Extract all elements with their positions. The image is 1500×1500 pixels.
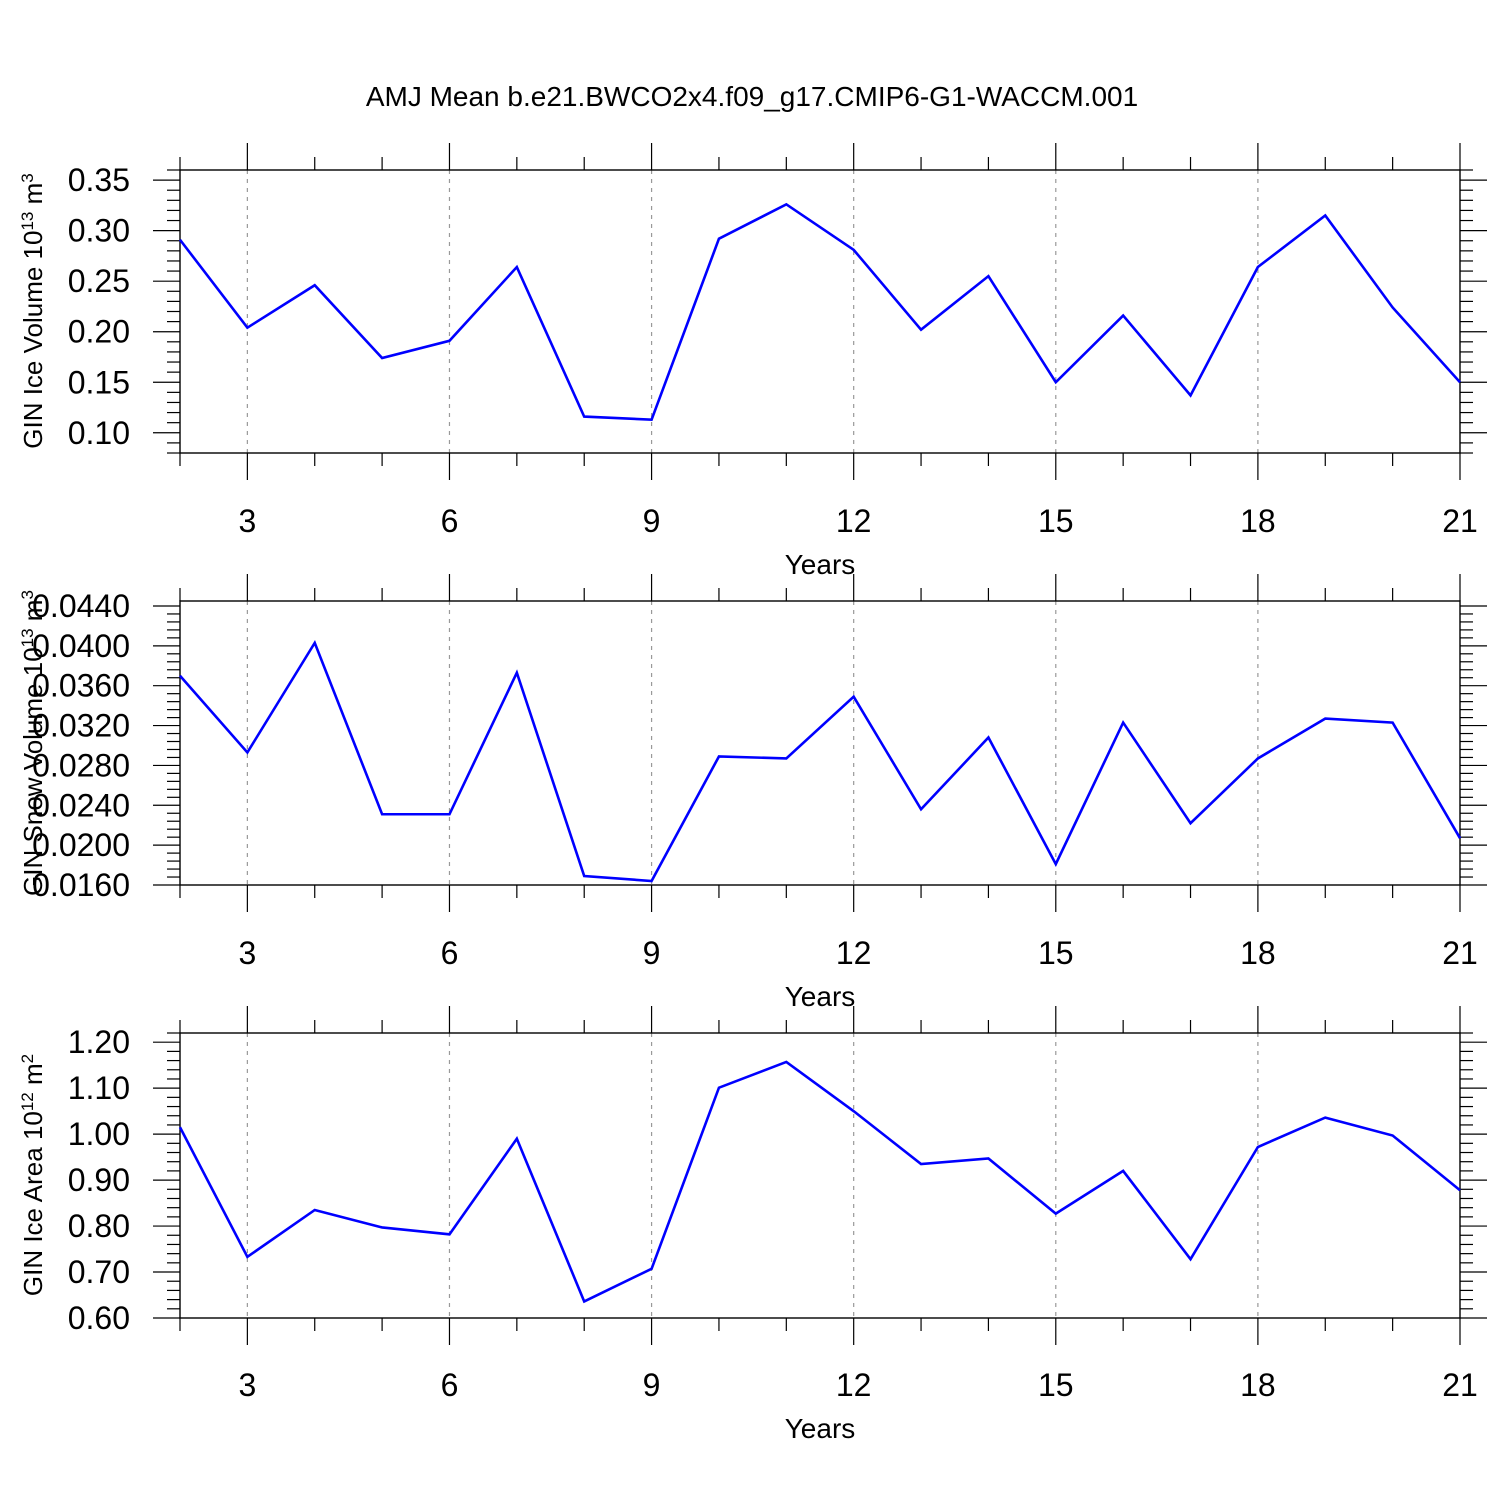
x-tick-label: 12 xyxy=(836,1367,872,1403)
y-axis-title: GIN Ice Area 1012 m2 xyxy=(18,1054,49,1296)
x-tick-label: 18 xyxy=(1240,935,1276,971)
y-tick-label: 1.20 xyxy=(68,1024,130,1060)
x-tick-label: 3 xyxy=(238,503,256,539)
y-tick-label: 0.0160 xyxy=(32,867,130,903)
plot-frame xyxy=(179,1032,1461,1319)
y-tick-label: 0.35 xyxy=(68,162,130,198)
y-tick-label: 0.30 xyxy=(68,213,130,249)
x-tick-label: 6 xyxy=(441,935,459,971)
x-tick-label: 12 xyxy=(836,935,872,971)
x-axis-title: Years xyxy=(785,549,856,580)
snow-volume-panel: 3 6 9 12 15 18 21 0.0160 0.0200 0.0240 0.02800.032… xyxy=(18,574,1487,1012)
y-axis-title-superscript: 13 xyxy=(18,628,37,647)
y-tick-label: 0.15 xyxy=(68,364,130,400)
y-axis-title-superscript: 13 xyxy=(18,212,37,231)
ice-volume-panel: 3 6 9 12 15 18 21 0.10 0.15 0.20 0.25 0.30 0.35 Years… xyxy=(18,143,1487,580)
plot-frame xyxy=(179,600,1461,886)
y-tick-label: 0.90 xyxy=(68,1162,130,1198)
x-tick-label: 21 xyxy=(1442,503,1478,539)
y-tick-label: 1.10 xyxy=(68,1070,130,1106)
y-tick-label: 0.0360 xyxy=(32,668,130,704)
y-axis-title-text: m xyxy=(18,600,48,629)
x-tick-label: 6 xyxy=(441,503,459,539)
x-tick-label: 9 xyxy=(643,503,661,539)
y-tick-label: 0.0320 xyxy=(32,708,130,744)
y-tick-label: 0.25 xyxy=(68,263,130,299)
x-tick-label: 21 xyxy=(1442,1367,1478,1403)
x-tick-label: 3 xyxy=(238,935,256,971)
x-tick-label: 21 xyxy=(1442,935,1478,971)
ice-area-panel: 3 6 9 12 15 18 21 0.60 0.70 0.80 0.90 1.00 1.10 1.20 Y… xyxy=(18,1006,1487,1444)
series-line xyxy=(179,639,1462,883)
y-tick-label: 0.20 xyxy=(68,314,130,350)
x-tick-label: 12 xyxy=(836,503,872,539)
x-tick-label: 18 xyxy=(1240,1367,1276,1403)
y-tick-label: 0.0440 xyxy=(32,588,130,624)
series-line xyxy=(178,202,1461,421)
y-tick-label: 0.0240 xyxy=(32,787,130,823)
y-axis-title: GIN Ice Volume 1013 m3 xyxy=(18,173,49,449)
x-axis-title: Years xyxy=(785,981,856,1012)
x-axis-title: Years xyxy=(785,1413,856,1444)
y-tick-label: 0.0400 xyxy=(32,628,130,664)
y-tick-label: 0.0200 xyxy=(32,827,130,863)
y-axis-title-text: m xyxy=(18,1063,48,1092)
y-axis-title-text: m xyxy=(18,183,48,212)
plot-frame xyxy=(179,169,1461,454)
x-tick-label: 9 xyxy=(643,1367,661,1403)
y-axis-title-superscript: 2 xyxy=(18,1054,37,1063)
y-axis-title-superscript: 12 xyxy=(18,1092,37,1111)
y-tick-label: 0.80 xyxy=(68,1208,130,1244)
series-line xyxy=(178,1060,1461,1304)
x-tick-label: 15 xyxy=(1038,1367,1074,1403)
figure-title: AMJ Mean b.e21.BWCO2x4.f09_g17.CMIP6-G1-… xyxy=(366,81,1138,112)
y-axis-title-superscript: 3 xyxy=(18,173,37,182)
x-tick-label: 3 xyxy=(238,1367,256,1403)
y-axis-title: GIN Snow Volume 1013 m3 xyxy=(18,590,49,896)
x-tick-label: 15 xyxy=(1038,503,1074,539)
y-axis-title-text: GIN Ice Area 10 xyxy=(18,1111,48,1296)
x-tick-label: 6 xyxy=(441,1367,459,1403)
y-axis-title-text: GIN Snow Volume 10 xyxy=(18,647,48,896)
x-tick-label: 18 xyxy=(1240,503,1276,539)
y-axis-title-superscript: 3 xyxy=(18,590,37,599)
y-tick-label: 1.00 xyxy=(68,1116,130,1152)
y-tick-label: 0.70 xyxy=(68,1254,130,1290)
y-tick-label: 0.0280 xyxy=(32,747,130,783)
y-axis-title-text: GIN Ice Volume 10 xyxy=(18,231,48,449)
y-tick-label: 0.10 xyxy=(68,415,130,451)
x-tick-label: 15 xyxy=(1038,935,1074,971)
y-tick-label: 0.60 xyxy=(68,1300,130,1336)
x-tick-label: 9 xyxy=(643,935,661,971)
